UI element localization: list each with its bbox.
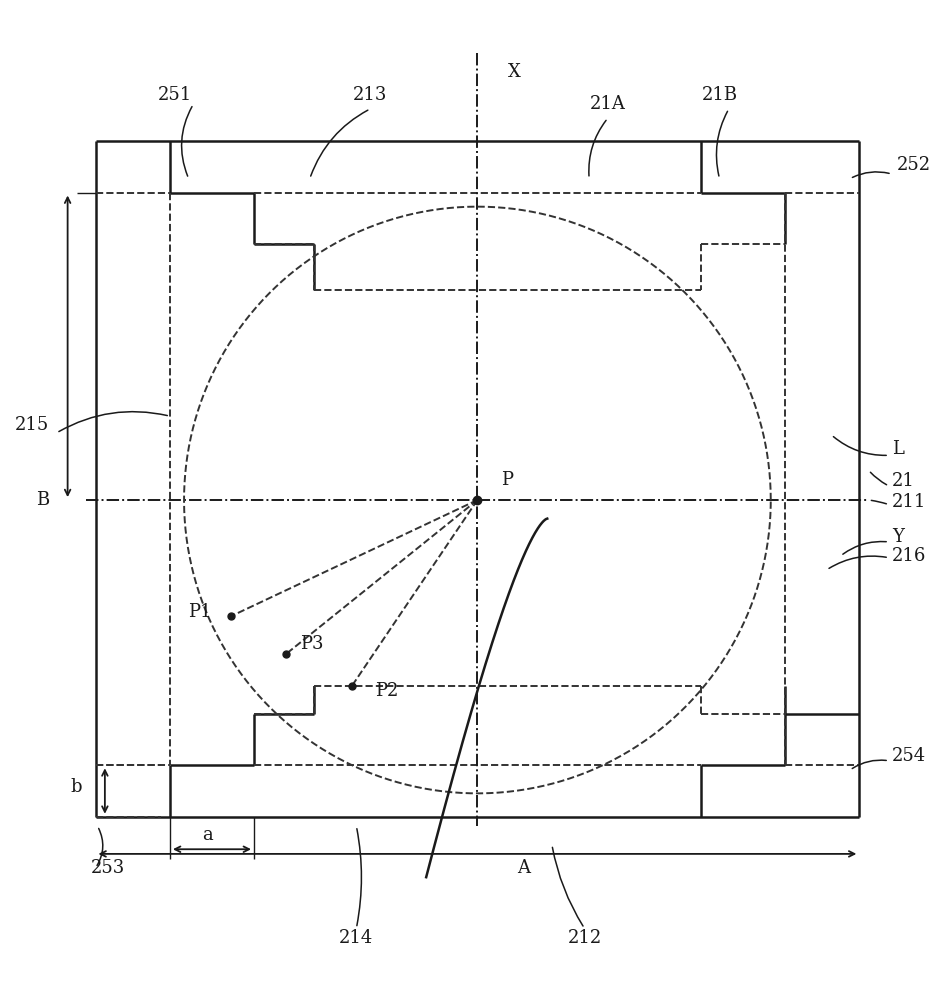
Text: P2: P2: [375, 682, 398, 700]
Text: 251: 251: [158, 86, 192, 104]
Text: 21A: 21A: [590, 95, 626, 113]
Text: P1: P1: [188, 603, 212, 621]
Text: 211: 211: [892, 493, 926, 511]
Text: L: L: [892, 440, 903, 458]
Text: X: X: [508, 63, 522, 81]
Text: 254: 254: [892, 747, 926, 765]
Text: B: B: [36, 491, 49, 509]
Text: a: a: [202, 826, 213, 844]
Text: 212: 212: [567, 929, 601, 947]
Text: 214: 214: [339, 929, 373, 947]
Text: Y: Y: [892, 528, 903, 546]
Text: 21B: 21B: [701, 86, 737, 104]
Text: 252: 252: [897, 156, 931, 174]
Text: P: P: [501, 471, 513, 489]
Text: 216: 216: [892, 547, 926, 565]
Text: 21: 21: [892, 472, 915, 490]
Text: 215: 215: [15, 416, 49, 434]
Text: P3: P3: [300, 635, 324, 653]
Text: 253: 253: [91, 859, 125, 877]
Text: A: A: [518, 859, 530, 877]
Text: 213: 213: [353, 86, 388, 104]
Text: b: b: [70, 778, 82, 796]
